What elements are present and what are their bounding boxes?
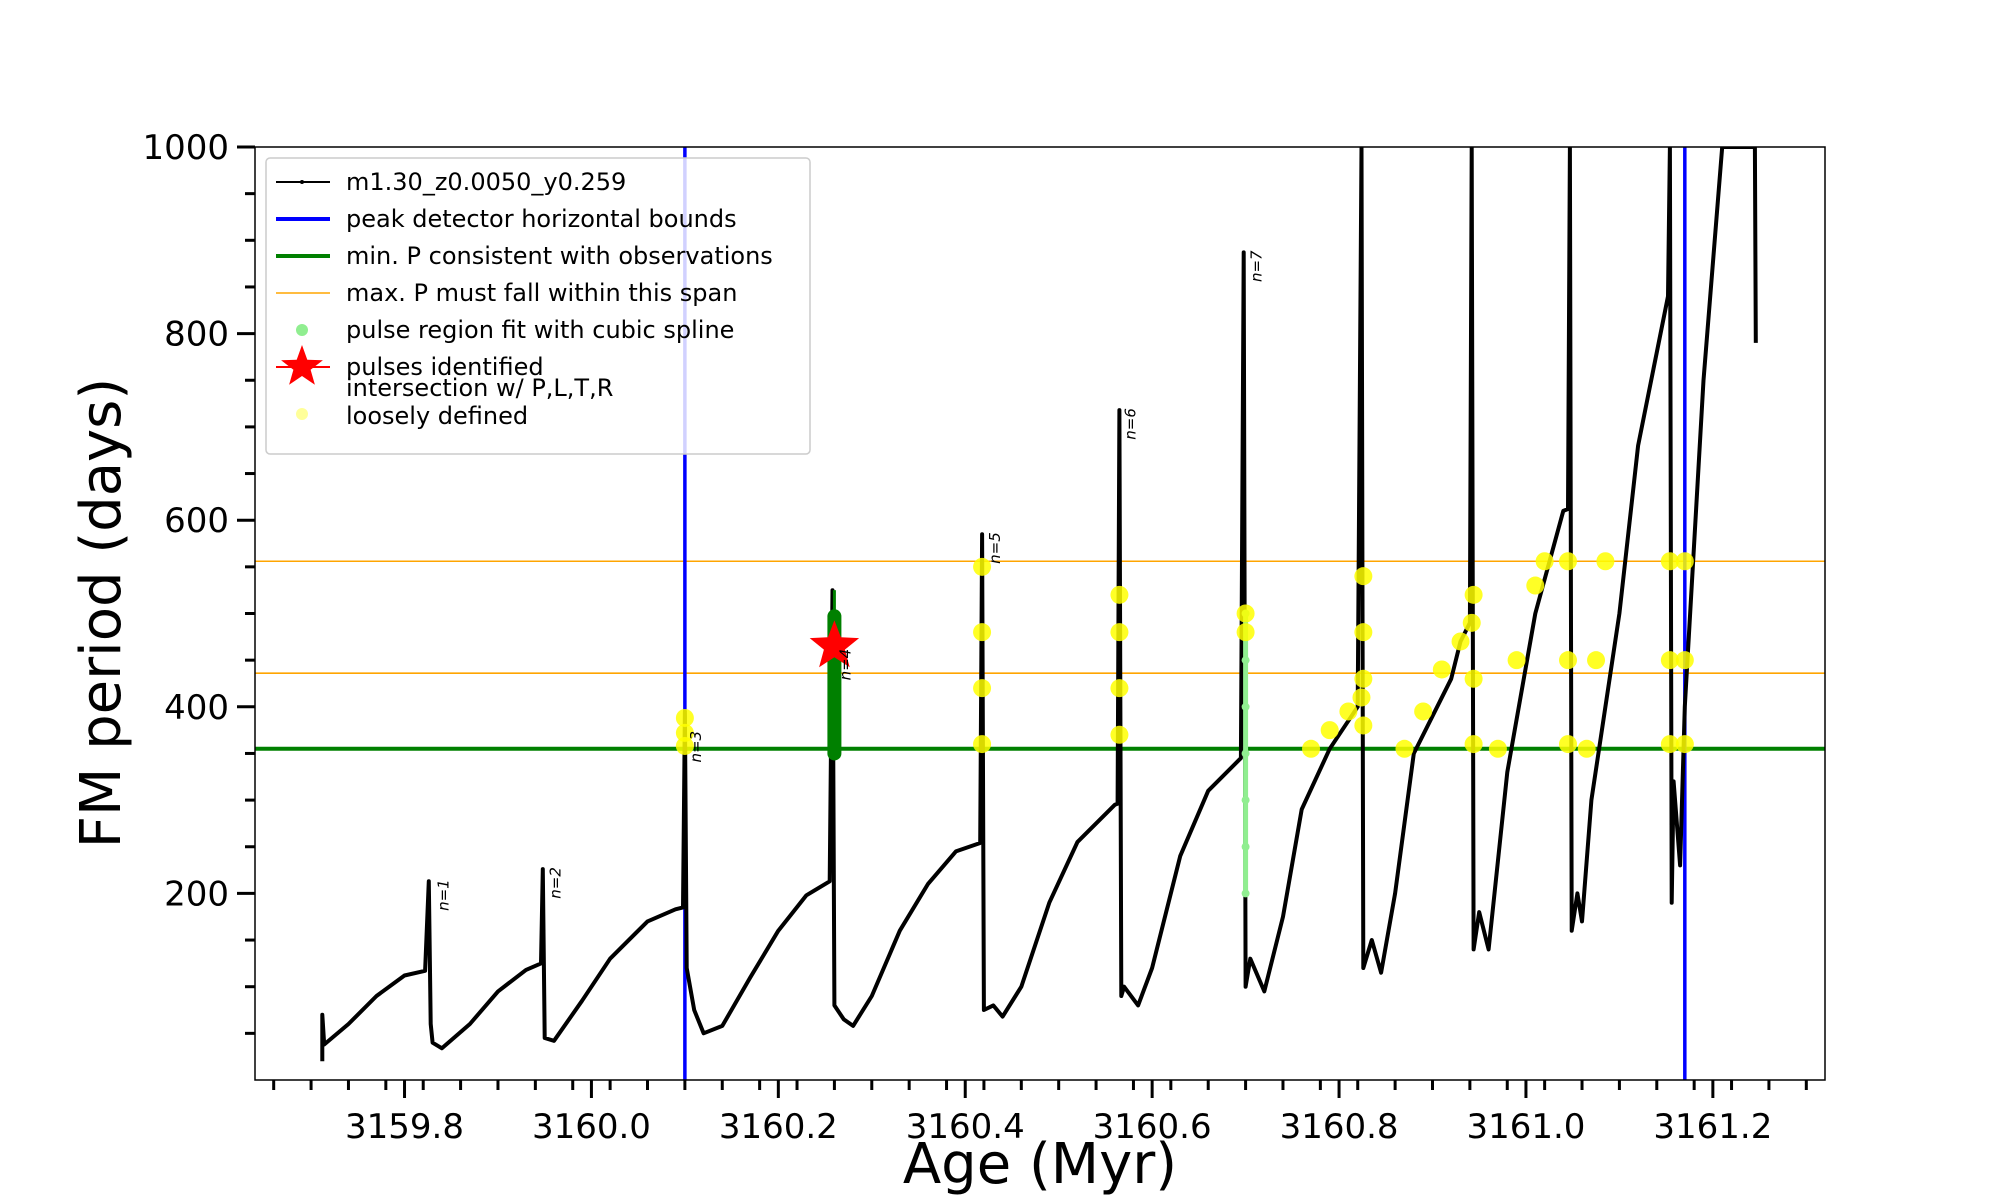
intersection-point-31 [1526, 576, 1545, 595]
intersection-point-2 [675, 708, 694, 727]
legend-box [265, 157, 811, 455]
intersection-point-29 [1488, 739, 1507, 758]
x-tick-label-6: 3161.0 [1466, 1107, 1585, 1147]
intersection-point-32 [1535, 552, 1554, 571]
y-tick-label-1: 400 [164, 688, 229, 728]
intersection-point-8 [1110, 679, 1129, 698]
y-tick-label-2: 600 [164, 501, 229, 541]
x-tick-label-3: 3160.4 [906, 1107, 1025, 1147]
series-line-main [320, 147, 1758, 1062]
pulse-label-1: n=1 [435, 879, 453, 911]
intersection-point-9 [1110, 623, 1129, 642]
y-tick-label-0: 200 [164, 874, 229, 914]
x-tick-label-4: 3160.6 [1093, 1107, 1212, 1147]
pulse-label-7: n=7 [1248, 250, 1266, 282]
intersection-point-42 [1675, 735, 1694, 754]
intersection-point-34 [1559, 651, 1578, 670]
marks-layer: n=1 n=2 n=3 n=4 n=5 n=6 n=7 [435, 250, 1266, 911]
intersection-point-30 [1507, 651, 1526, 670]
intersection-point-13 [1302, 739, 1321, 758]
legend-label-line: pulses identified [346, 353, 544, 381]
intersection-point-23 [1432, 660, 1451, 679]
legend-label-line: peak detector horizontal bounds [346, 205, 737, 233]
intersection-point-6 [973, 557, 992, 576]
x-tick-label-7: 3161.2 [1653, 1107, 1772, 1147]
intersection-point-27 [1464, 669, 1483, 688]
x-tick-label-0: 3159.8 [345, 1107, 464, 1147]
intersection-point-41 [1660, 552, 1679, 571]
legend-swatch-6 [296, 408, 308, 420]
x-axis-title: Age (Myr) [903, 1132, 1177, 1197]
legend-swatch-4 [296, 324, 308, 336]
legend-label-1: peak detector horizontal bounds [346, 205, 737, 233]
legend-label-0: m1.30_z0.0050_y0.259 [346, 168, 626, 196]
intersection-point-11 [1236, 623, 1255, 642]
y-axis-title: FM period (days) [69, 378, 134, 848]
intersection-point-3 [973, 735, 992, 754]
ticks-layer: 200 400 600 800 1000 3159.8 3160.0 3160.2 3160.4… [142, 128, 1808, 1147]
x-tick-label-5: 3160.8 [1280, 1107, 1399, 1147]
legend-label-4: pulse region fit with cubic spline [346, 316, 734, 344]
pulse-star-0 [809, 620, 860, 668]
intersection-point-19 [1354, 623, 1373, 642]
intersection-point-43 [1675, 651, 1694, 670]
intersection-point-10 [1110, 585, 1129, 604]
legend-label-6: intersection w/ P,L,T,R loosely defined [346, 374, 613, 430]
intersection-point-33 [1559, 735, 1578, 754]
intersection-point-5 [973, 623, 992, 642]
intersection-point-20 [1354, 567, 1373, 586]
intersection-point-25 [1462, 613, 1481, 632]
legend-label-line: loosely defined [346, 402, 528, 430]
pulse-label-3: n=3 [687, 731, 705, 763]
intersection-point-16 [1352, 688, 1371, 707]
legend-label-3: max. P must fall within this span [346, 279, 737, 307]
intersection-point-4 [973, 679, 992, 698]
pulse-label-2: n=2 [547, 867, 565, 899]
intersection-point-37 [1587, 651, 1606, 670]
intersection-point-40 [1660, 651, 1679, 670]
legend-label-line: intersection w/ P,L,T,R [346, 374, 613, 402]
y-tick-label-3: 800 [164, 315, 229, 355]
intersection-point-36 [1577, 739, 1596, 758]
legend-label-5: pulses identified [346, 353, 544, 381]
intersection-point-39 [1660, 735, 1679, 754]
intersection-point-38 [1596, 552, 1615, 571]
intersection-point-21 [1395, 739, 1414, 758]
legend-label-2: min. P consistent with observations [346, 242, 773, 270]
intersection-point-44 [1675, 552, 1694, 571]
intersection-point-0 [675, 736, 694, 755]
pulse-label-5: n=5 [986, 532, 1004, 564]
pulse-label-4: n=4 [836, 649, 854, 681]
legend-label-line: m1.30_z0.0050_y0.259 [346, 168, 626, 196]
intersection-point-17 [1354, 716, 1373, 735]
intersection-point-7 [1110, 725, 1129, 744]
y-tick-label-4: 1000 [142, 128, 229, 168]
x-tick-label-2: 3160.2 [719, 1107, 838, 1147]
legend-label-line: pulse region fit with cubic spline [346, 316, 734, 344]
intersection-point-15 [1339, 702, 1358, 721]
intersection-point-18 [1354, 669, 1373, 688]
x-tick-label-1: 3160.0 [532, 1107, 651, 1147]
pulse-label-6: n=6 [1121, 408, 1139, 440]
series-layer [320, 147, 1758, 1062]
legend-label-line: max. P must fall within this span [346, 279, 737, 307]
intersection-point-14 [1320, 721, 1339, 740]
intersection-point-12 [1236, 604, 1255, 623]
intersection-point-35 [1559, 552, 1578, 571]
intersection-point-22 [1414, 702, 1433, 721]
intersection-point-1 [675, 723, 694, 742]
intersection-point-26 [1464, 735, 1483, 754]
intersection-point-28 [1464, 585, 1483, 604]
intersection-point-24 [1451, 632, 1470, 651]
legend-label-line: min. P consistent with observations [346, 242, 773, 270]
legend-marker-0 [300, 180, 304, 184]
legend-swatch-5 [281, 345, 323, 385]
